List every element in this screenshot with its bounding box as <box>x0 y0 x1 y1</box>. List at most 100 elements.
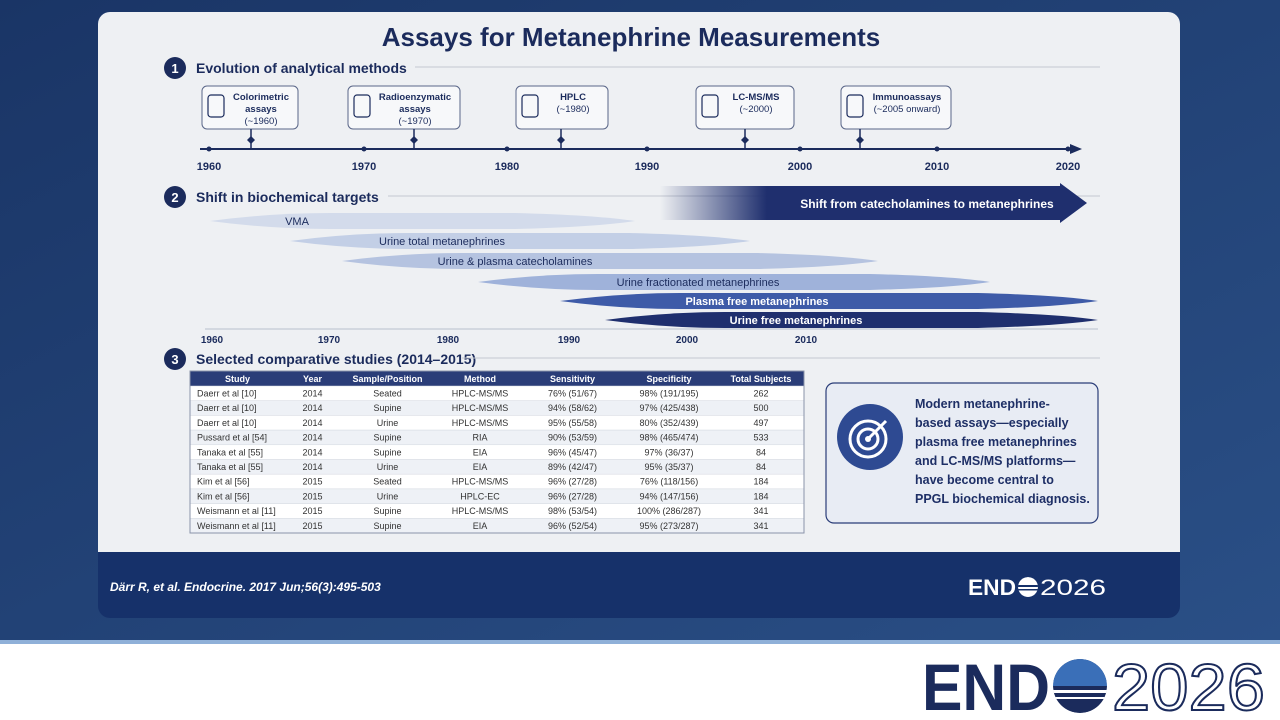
table-row-bg <box>189 518 805 534</box>
shift-year: 1970 <box>318 335 341 346</box>
table-cell: 2014 <box>302 447 322 457</box>
table-cell: 2015 <box>302 506 322 516</box>
table-cell: Daerr et al [10] <box>197 403 257 413</box>
table-cell: 97% (36/37) <box>644 447 693 457</box>
table-cell: 100% (286/287) <box>637 506 701 516</box>
table-cell: 94% (58/62) <box>548 403 597 413</box>
table-cell: Supine <box>373 521 401 531</box>
assay-text: Colorimetric assays (~1960) <box>228 92 294 128</box>
timeline-year: 1970 <box>352 161 376 173</box>
table-cell: 2015 <box>302 491 322 501</box>
table-cell: 84 <box>756 447 766 457</box>
table-cell: 96% (45/47) <box>548 447 597 457</box>
section-badge <box>164 348 186 370</box>
table-header-cell: Study <box>225 374 250 384</box>
stripe <box>0 640 1280 644</box>
table-cell: 76% (118/156) <box>640 477 698 487</box>
table-cell: Kim et al [56] <box>197 491 250 501</box>
table-cell: Supine <box>373 403 401 413</box>
table-cell: 2014 <box>302 462 322 472</box>
timeline-year: 2020 <box>1056 161 1080 173</box>
table-cell: HPLC-EC <box>460 491 500 501</box>
citation: Därr R, et al. Endocrine. 2017 Jun;56(3)… <box>110 580 381 594</box>
table-cell: 184 <box>753 491 768 501</box>
callout-line: based assays—especially <box>915 416 1069 430</box>
target-band-label: Urine fractionated metanephrines <box>617 277 780 289</box>
table-cell: 80% (352/439) <box>639 418 698 428</box>
table-cell: Weismann et al [11] <box>197 521 276 531</box>
table-cell: 2015 <box>302 521 322 531</box>
table-cell: 500 <box>753 403 768 413</box>
target-band <box>290 233 750 249</box>
table-cell: 2014 <box>302 403 322 413</box>
timeline-year: 1990 <box>635 161 659 173</box>
table-cell: Kim et al [56] <box>197 477 250 487</box>
assay-label: HPLC <box>560 92 586 103</box>
table-cell: 341 <box>753 506 768 516</box>
assay-icon <box>701 94 719 118</box>
table-cell: Supine <box>373 506 401 516</box>
table-cell: 95% (35/37) <box>644 462 693 472</box>
assay-text: HPLC (~1980) <box>542 92 604 116</box>
assay-box <box>840 85 952 130</box>
logo-prefix: END <box>922 650 1050 720</box>
shift-year: 1960 <box>201 335 224 346</box>
table-cell: Supine <box>373 447 401 457</box>
timeline-tick <box>797 146 803 152</box>
table-cell: Seated <box>373 389 402 399</box>
shift-year: 2010 <box>795 335 818 346</box>
section-number: 3 <box>171 352 178 367</box>
table-cell: 2014 <box>302 433 322 443</box>
table-cell: 98% (465/474) <box>639 433 698 443</box>
callout-line: plasma free metanephrines <box>915 435 1077 449</box>
logo-year: 2026 <box>1112 650 1265 720</box>
target-band-label: Plasma free metanephrines <box>685 296 828 308</box>
table-border <box>189 370 805 534</box>
target-band <box>210 213 635 229</box>
timeline-tick <box>1065 146 1071 152</box>
assay-label: Radioenzymatic assays <box>378 92 452 115</box>
shift-year: 1990 <box>558 335 581 346</box>
table-cell: 96% (27/28) <box>548 477 597 487</box>
target-band-label: VMA <box>285 216 310 228</box>
logo-globe <box>1053 659 1107 713</box>
assay-label: Colorimetric assays <box>233 92 289 115</box>
target-icon <box>856 427 880 451</box>
assay-marker <box>856 136 864 144</box>
table-cell: HPLC-MS/MS <box>452 403 509 413</box>
assay-label: LC-MS/MS <box>732 92 780 103</box>
table-cell: Seated <box>373 477 402 487</box>
assay-date: (~1960) <box>244 116 278 127</box>
assay-text: Radioenzymatic assays (~1970) <box>374 92 456 128</box>
table-cell: Urine <box>377 462 399 472</box>
target-band-label: Urine & plasma catecholamines <box>438 256 593 268</box>
callout-line: Modern metanephrine- <box>915 397 1050 411</box>
shift-arrow-label: Shift from catecholamines to metanephrin… <box>800 197 1054 211</box>
target-band <box>342 253 878 269</box>
assay-text: Immunoassays (~2005 onward) <box>867 92 947 116</box>
shift-arrow <box>660 183 1087 223</box>
table-cell: 533 <box>753 433 768 443</box>
timeline-tick <box>644 146 650 152</box>
assay-icon <box>353 94 371 118</box>
table-cell: HPLC-MS/MS <box>452 506 509 516</box>
assay-icon <box>521 94 539 118</box>
table-cell: Urine <box>377 491 399 501</box>
logo-small-prefix: END <box>968 575 1016 600</box>
assay-label: Immunoassays <box>872 92 942 103</box>
section-number: 2 <box>171 190 178 205</box>
target-icon <box>848 419 888 459</box>
table-cell: Tanaka et al [55] <box>197 447 263 457</box>
table-cell: HPLC-MS/MS <box>452 389 509 399</box>
table-cell: 96% (27/28) <box>548 491 597 501</box>
timeline-year: 2010 <box>925 161 949 173</box>
table-cell: 95% (55/58) <box>548 418 597 428</box>
assay-date: (~2000) <box>739 104 773 115</box>
target-band <box>478 274 990 290</box>
timeline-year: 1980 <box>495 161 519 173</box>
table-row-bg <box>189 459 805 475</box>
table-header-cell: Sample/Position <box>352 374 422 384</box>
table-cell: EIA <box>473 462 488 472</box>
table-cell: 90% (53/59) <box>548 433 597 443</box>
